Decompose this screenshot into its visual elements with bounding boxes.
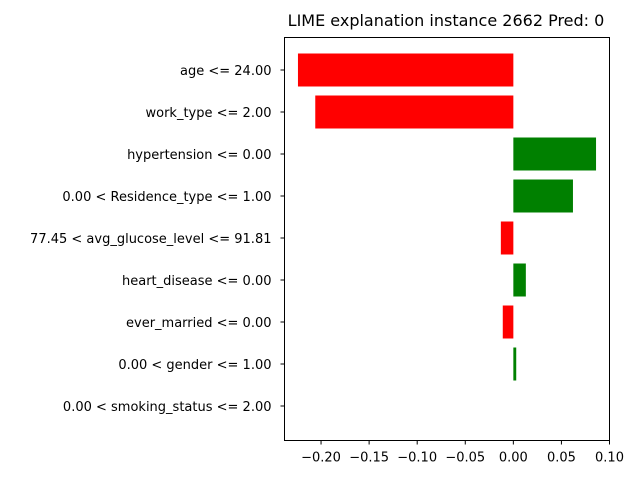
y-tick-label: hypertension <= 0.00 (127, 148, 271, 163)
bar-3 (513, 179, 573, 213)
plot-frame (284, 37, 610, 441)
y-tick-label: work_type <= 2.00 (146, 106, 272, 121)
x-tick-label: 0.00 (499, 451, 528, 466)
y-tick-label: ever_married <= 0.00 (126, 316, 271, 331)
x-tick-label: −0.05 (445, 451, 485, 466)
y-tick-label: 0.00 < smoking_status <= 2.00 (63, 400, 272, 415)
x-tick-label: −0.20 (301, 451, 341, 466)
x-tick-label: 0.10 (595, 451, 624, 466)
bar-5 (513, 263, 526, 297)
bar-7 (513, 347, 517, 381)
y-tick-label: heart_disease <= 0.00 (122, 274, 272, 289)
x-axis-ticks: −0.20 −0.15 −0.10 −0.05 0.00 0.05 0.10 (301, 440, 624, 466)
bar-6 (502, 305, 514, 339)
x-tick-label: −0.10 (397, 451, 437, 466)
y-tick-label: 77.45 < avg_glucose_level <= 91.81 (30, 232, 271, 247)
bars-layer (297, 53, 597, 381)
x-tick-label: 0.05 (547, 451, 576, 466)
y-tick-labels: age <= 24.00 work_type <= 2.00 hypertensio… (30, 64, 285, 415)
bar-0 (297, 53, 514, 87)
bar-1 (315, 95, 514, 129)
bar-4 (500, 221, 514, 255)
y-tick-label: 0.00 < gender <= 1.00 (118, 358, 271, 373)
x-tick-label: −0.15 (349, 451, 389, 466)
chart-title: LIME explanation instance 2662 Pred: 0 (288, 11, 605, 30)
y-tick-label: age <= 24.00 (180, 64, 271, 79)
bar-2 (513, 137, 597, 171)
y-tick-label: 0.00 < Residence_type <= 1.00 (62, 190, 271, 205)
